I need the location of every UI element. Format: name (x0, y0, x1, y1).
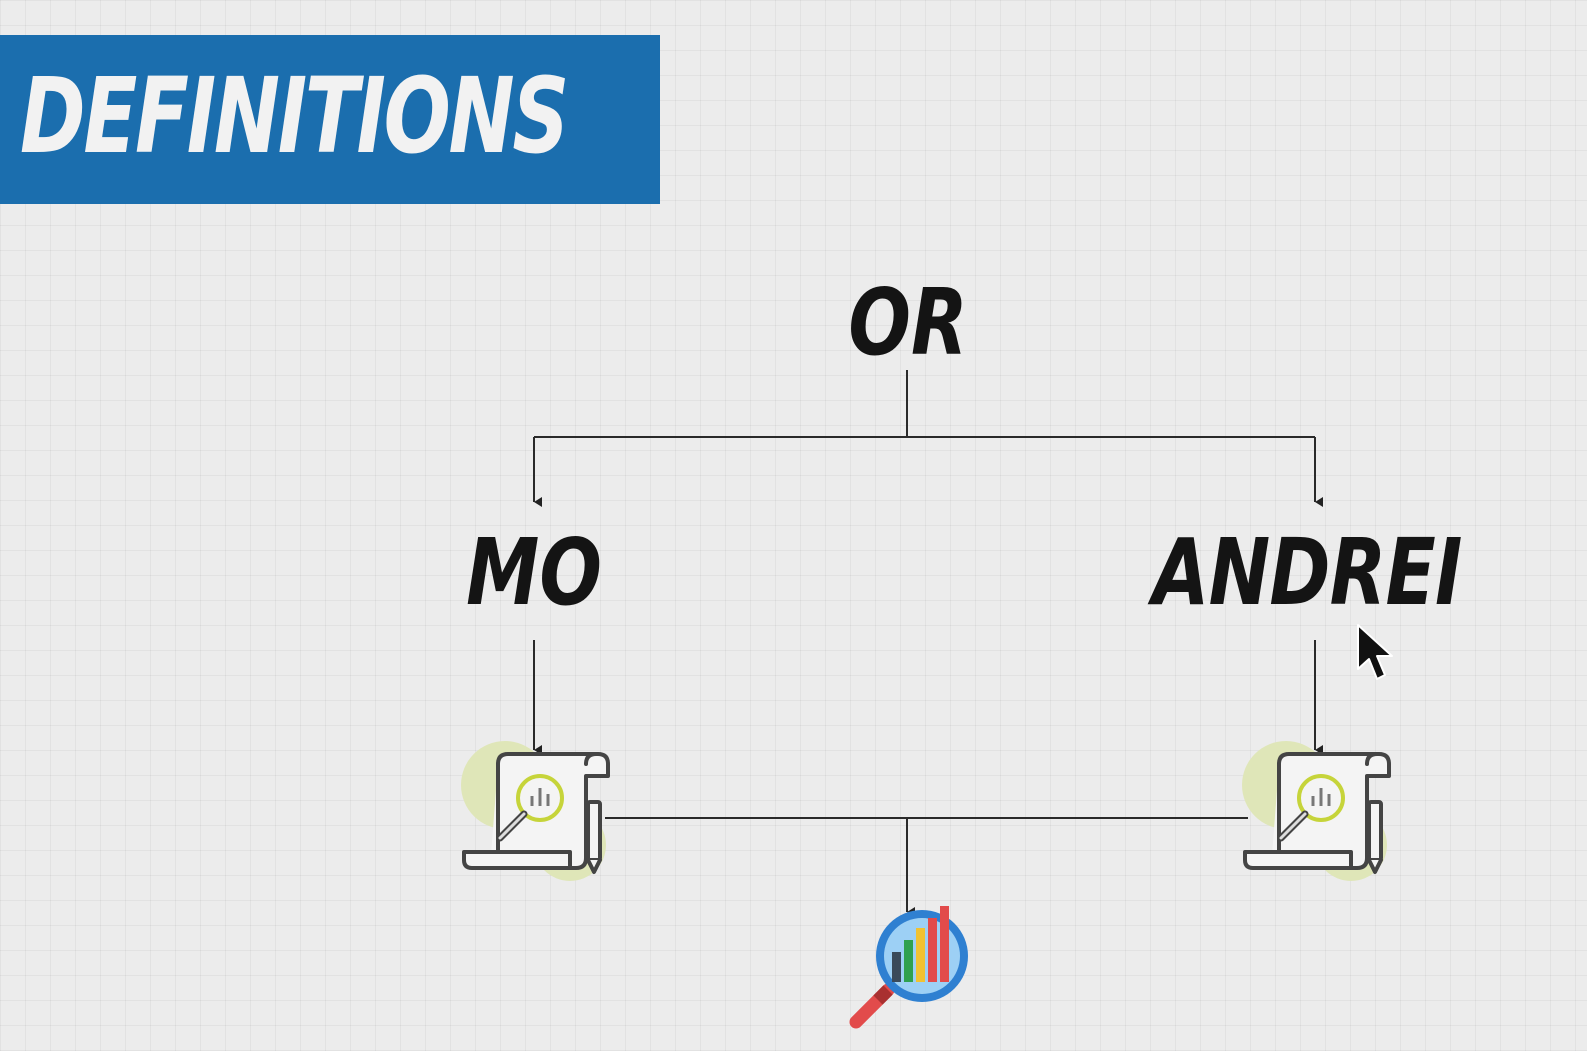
analytics-magnifier-icon (849, 906, 968, 1029)
node-or-label: OR (848, 269, 968, 376)
node-mo-label: MO (466, 519, 602, 626)
page-title: DEFINITIONS (20, 55, 569, 177)
title-banner: DEFINITIONS (0, 35, 660, 204)
report-scroll-icon (461, 741, 610, 881)
node-andrei-label: ANDREI (1152, 519, 1462, 626)
mouse-pointer-icon (1357, 624, 1393, 680)
report-scroll-icon (1242, 741, 1391, 881)
